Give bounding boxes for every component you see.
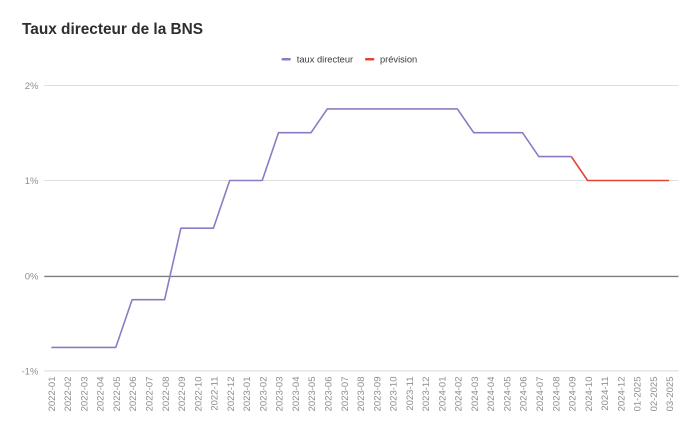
- svg-text:2024-06: 2024-06: [519, 377, 530, 412]
- svg-text:01-2025: 01-2025: [633, 377, 644, 412]
- svg-text:2022-05: 2022-05: [112, 377, 123, 412]
- svg-text:2%: 2%: [25, 81, 39, 92]
- svg-text:2023-08: 2023-08: [356, 377, 367, 412]
- svg-text:2023-10: 2023-10: [389, 377, 400, 412]
- svg-text:2024-12: 2024-12: [616, 377, 627, 412]
- svg-text:2023-05: 2023-05: [307, 377, 318, 412]
- svg-text:2022-12: 2022-12: [226, 377, 237, 412]
- svg-text:2022-06: 2022-06: [128, 377, 139, 412]
- svg-text:2024-02: 2024-02: [454, 377, 465, 412]
- svg-text:2024-11: 2024-11: [600, 377, 611, 411]
- svg-text:1%: 1%: [25, 176, 39, 187]
- svg-text:2024-09: 2024-09: [568, 377, 579, 412]
- svg-text:0%: 0%: [25, 271, 39, 282]
- svg-text:2024-05: 2024-05: [503, 377, 514, 412]
- svg-text:2022-09: 2022-09: [177, 377, 188, 412]
- svg-text:2022-08: 2022-08: [161, 377, 172, 412]
- svg-text:2023-04: 2023-04: [291, 377, 302, 412]
- svg-text:2023-07: 2023-07: [340, 377, 351, 412]
- svg-text:2023-11: 2023-11: [405, 377, 416, 411]
- svg-text:2022-04: 2022-04: [96, 377, 107, 412]
- svg-text:taux directeur: taux directeur: [297, 54, 353, 64]
- svg-text:2024-10: 2024-10: [584, 377, 595, 412]
- svg-text:Taux directeur de la BNS: Taux directeur de la BNS: [22, 21, 203, 38]
- svg-text:2023-01: 2023-01: [242, 377, 253, 412]
- svg-text:2023-09: 2023-09: [372, 377, 383, 412]
- svg-text:02-2025: 02-2025: [649, 377, 660, 412]
- svg-text:2022-10: 2022-10: [193, 377, 204, 412]
- svg-text:2022-03: 2022-03: [79, 377, 90, 412]
- svg-text:2024-03: 2024-03: [470, 377, 481, 412]
- svg-text:2023-02: 2023-02: [258, 377, 269, 412]
- svg-text:2024-01: 2024-01: [437, 377, 448, 412]
- svg-text:2024-08: 2024-08: [551, 377, 562, 412]
- svg-text:2022-02: 2022-02: [63, 377, 74, 412]
- svg-text:prévision: prévision: [380, 54, 417, 64]
- svg-text:2023-03: 2023-03: [275, 377, 286, 412]
- svg-text:2022-01: 2022-01: [47, 377, 58, 412]
- svg-text:2024-07: 2024-07: [535, 377, 546, 412]
- svg-text:-1%: -1%: [22, 366, 39, 377]
- svg-text:2022-07: 2022-07: [145, 377, 156, 412]
- svg-text:2023-12: 2023-12: [421, 377, 432, 412]
- svg-text:2023-06: 2023-06: [324, 377, 335, 412]
- svg-text:03-2025: 03-2025: [665, 377, 676, 412]
- svg-text:2022-11: 2022-11: [210, 377, 221, 411]
- svg-text:2024-04: 2024-04: [486, 377, 497, 412]
